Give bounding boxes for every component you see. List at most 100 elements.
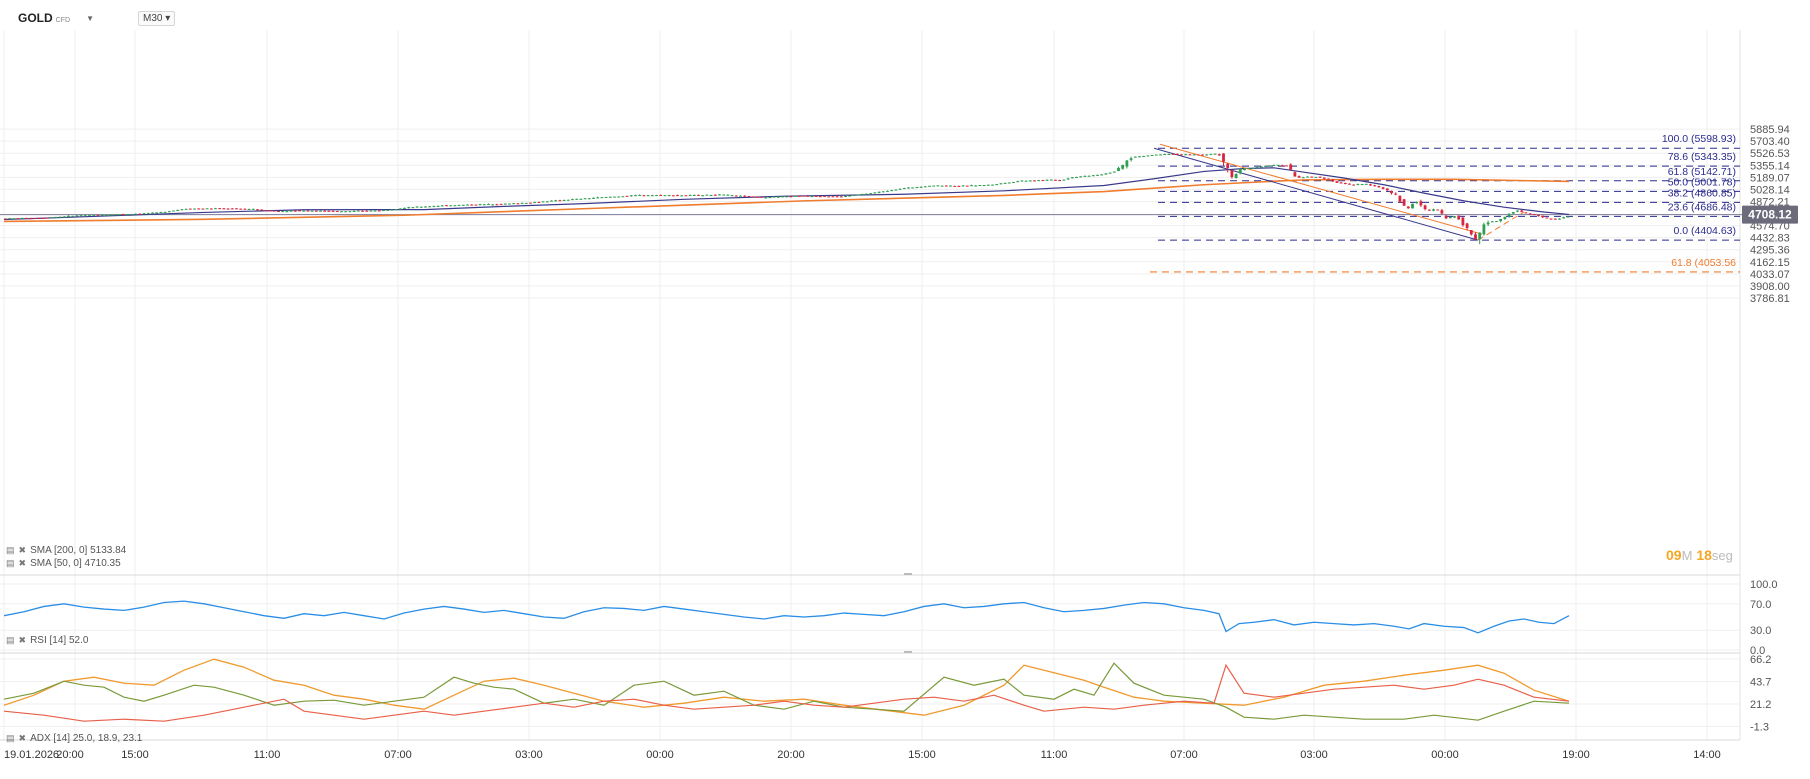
candle-body (432, 206, 436, 208)
candle-body (1251, 167, 1255, 169)
close-icon[interactable]: ✖ (18, 558, 27, 568)
fib-level-label: 100.0 (5598.93) (1662, 133, 1736, 145)
candle-body (747, 196, 751, 198)
candle-body (566, 199, 570, 201)
symbol-selector[interactable]: GOLD CFD (18, 11, 70, 25)
candle-body (1289, 164, 1293, 170)
candle-body (697, 194, 700, 196)
close-icon[interactable]: ✖ (18, 733, 27, 743)
candle-body (1272, 164, 1276, 166)
legend-adx: ▤ ✖ ADX [14] 25.0, 18.9, 23.1 (6, 733, 142, 744)
candle-body (524, 202, 528, 204)
candle-body (986, 184, 990, 186)
candle-body (991, 184, 994, 186)
symbol-dropdown-icon[interactable]: ▼ (86, 13, 94, 23)
candle-body (684, 195, 688, 197)
candle-body (772, 196, 776, 198)
candle-body (1549, 218, 1553, 220)
adx-axis-label: 66.2 (1750, 654, 1771, 666)
candle-body (545, 201, 549, 203)
candle-body (83, 214, 87, 216)
candle-body (289, 210, 293, 212)
candle-body (218, 208, 222, 210)
candle-body (898, 188, 902, 190)
candle-body (1087, 175, 1091, 177)
time-axis-label: 11:00 (1041, 749, 1068, 761)
candle-body (659, 194, 663, 196)
time-axis-label: 07:00 (1170, 749, 1198, 761)
legend-sma50: ▤ ✖ SMA [50, 0] 4710.35 (6, 558, 121, 569)
candle-body (768, 197, 772, 199)
candle-body (1125, 160, 1129, 167)
candle-body (411, 207, 415, 209)
time-axis-label: 15:00 (121, 749, 149, 761)
candle-body (718, 194, 721, 196)
candle-body (461, 204, 465, 206)
candle-body (1411, 203, 1414, 209)
price-axis-label: 4162.15 (1750, 257, 1790, 269)
candle-body (1259, 166, 1263, 168)
timeframe-label: M30 (142, 12, 163, 24)
candle-body (390, 209, 394, 211)
candle-body (1474, 234, 1477, 240)
price-axis-label: 4295.36 (1750, 245, 1790, 257)
close-icon[interactable]: ✖ (18, 635, 27, 645)
di-minus-line (3, 663, 1570, 722)
candle-body (936, 185, 940, 187)
candle-body (1096, 174, 1099, 176)
legend-sma200-text: SMA [200, 0] 5133.84 (30, 545, 127, 556)
candle-body (571, 199, 574, 201)
candle-body (33, 218, 37, 220)
candle-body (1188, 154, 1192, 156)
toolbar: GOLD CFD ▼ M30 ▾ (0, 8, 176, 28)
rsi-axis-label: 100.0 (1750, 579, 1778, 591)
candle-body (554, 200, 558, 202)
candle-body (562, 199, 566, 201)
candle-body (331, 210, 335, 212)
sma50-line (3, 167, 1570, 221)
candle-body (256, 209, 259, 211)
time-axis-label: 19:00 (1562, 749, 1590, 761)
candle-body (709, 194, 713, 196)
candle-body (314, 210, 318, 212)
candle-body (688, 195, 692, 197)
candle-body (1016, 181, 1020, 183)
candle-body (1356, 184, 1360, 186)
timeframe-selector[interactable]: M30 ▾ (137, 10, 176, 26)
candle-body (726, 194, 730, 196)
candle-body (1083, 175, 1087, 177)
candle-body (1201, 154, 1204, 156)
candle-body (1419, 201, 1423, 206)
candle-body (1163, 154, 1167, 156)
candle-body (1175, 153, 1179, 155)
candle-body (1553, 218, 1557, 220)
close-icon[interactable]: ✖ (18, 545, 27, 555)
candle-body (1180, 154, 1183, 156)
fib-level-label: 23.6 (4686.48) (1668, 201, 1736, 213)
legend-sma50-text: SMA [50, 0] 4710.35 (30, 558, 121, 569)
candle-body (386, 209, 390, 211)
candle-body (713, 194, 717, 196)
candle-body (1301, 177, 1305, 179)
settings-icon[interactable]: ▤ (6, 635, 15, 645)
candle-body (541, 201, 545, 203)
time-axis-label: 11:00 (254, 749, 281, 761)
candle-body (1079, 176, 1083, 178)
candle-body (940, 185, 944, 187)
settings-icon[interactable]: ▤ (6, 545, 15, 555)
candle-body (638, 194, 642, 196)
candle-body (1427, 209, 1431, 211)
candle-body (1385, 188, 1389, 191)
candle-body (1520, 210, 1524, 212)
candle-body (163, 211, 167, 213)
candle-body (142, 213, 146, 215)
candle-body (415, 206, 419, 208)
candle-body (319, 210, 322, 212)
candle-body (50, 217, 54, 219)
fib-level-label: 61.8 (5142.71) (1668, 166, 1736, 178)
candle-body (407, 207, 411, 209)
settings-icon[interactable]: ▤ (6, 558, 15, 568)
settings-icon[interactable]: ▤ (6, 733, 15, 743)
candle-body (911, 187, 915, 189)
